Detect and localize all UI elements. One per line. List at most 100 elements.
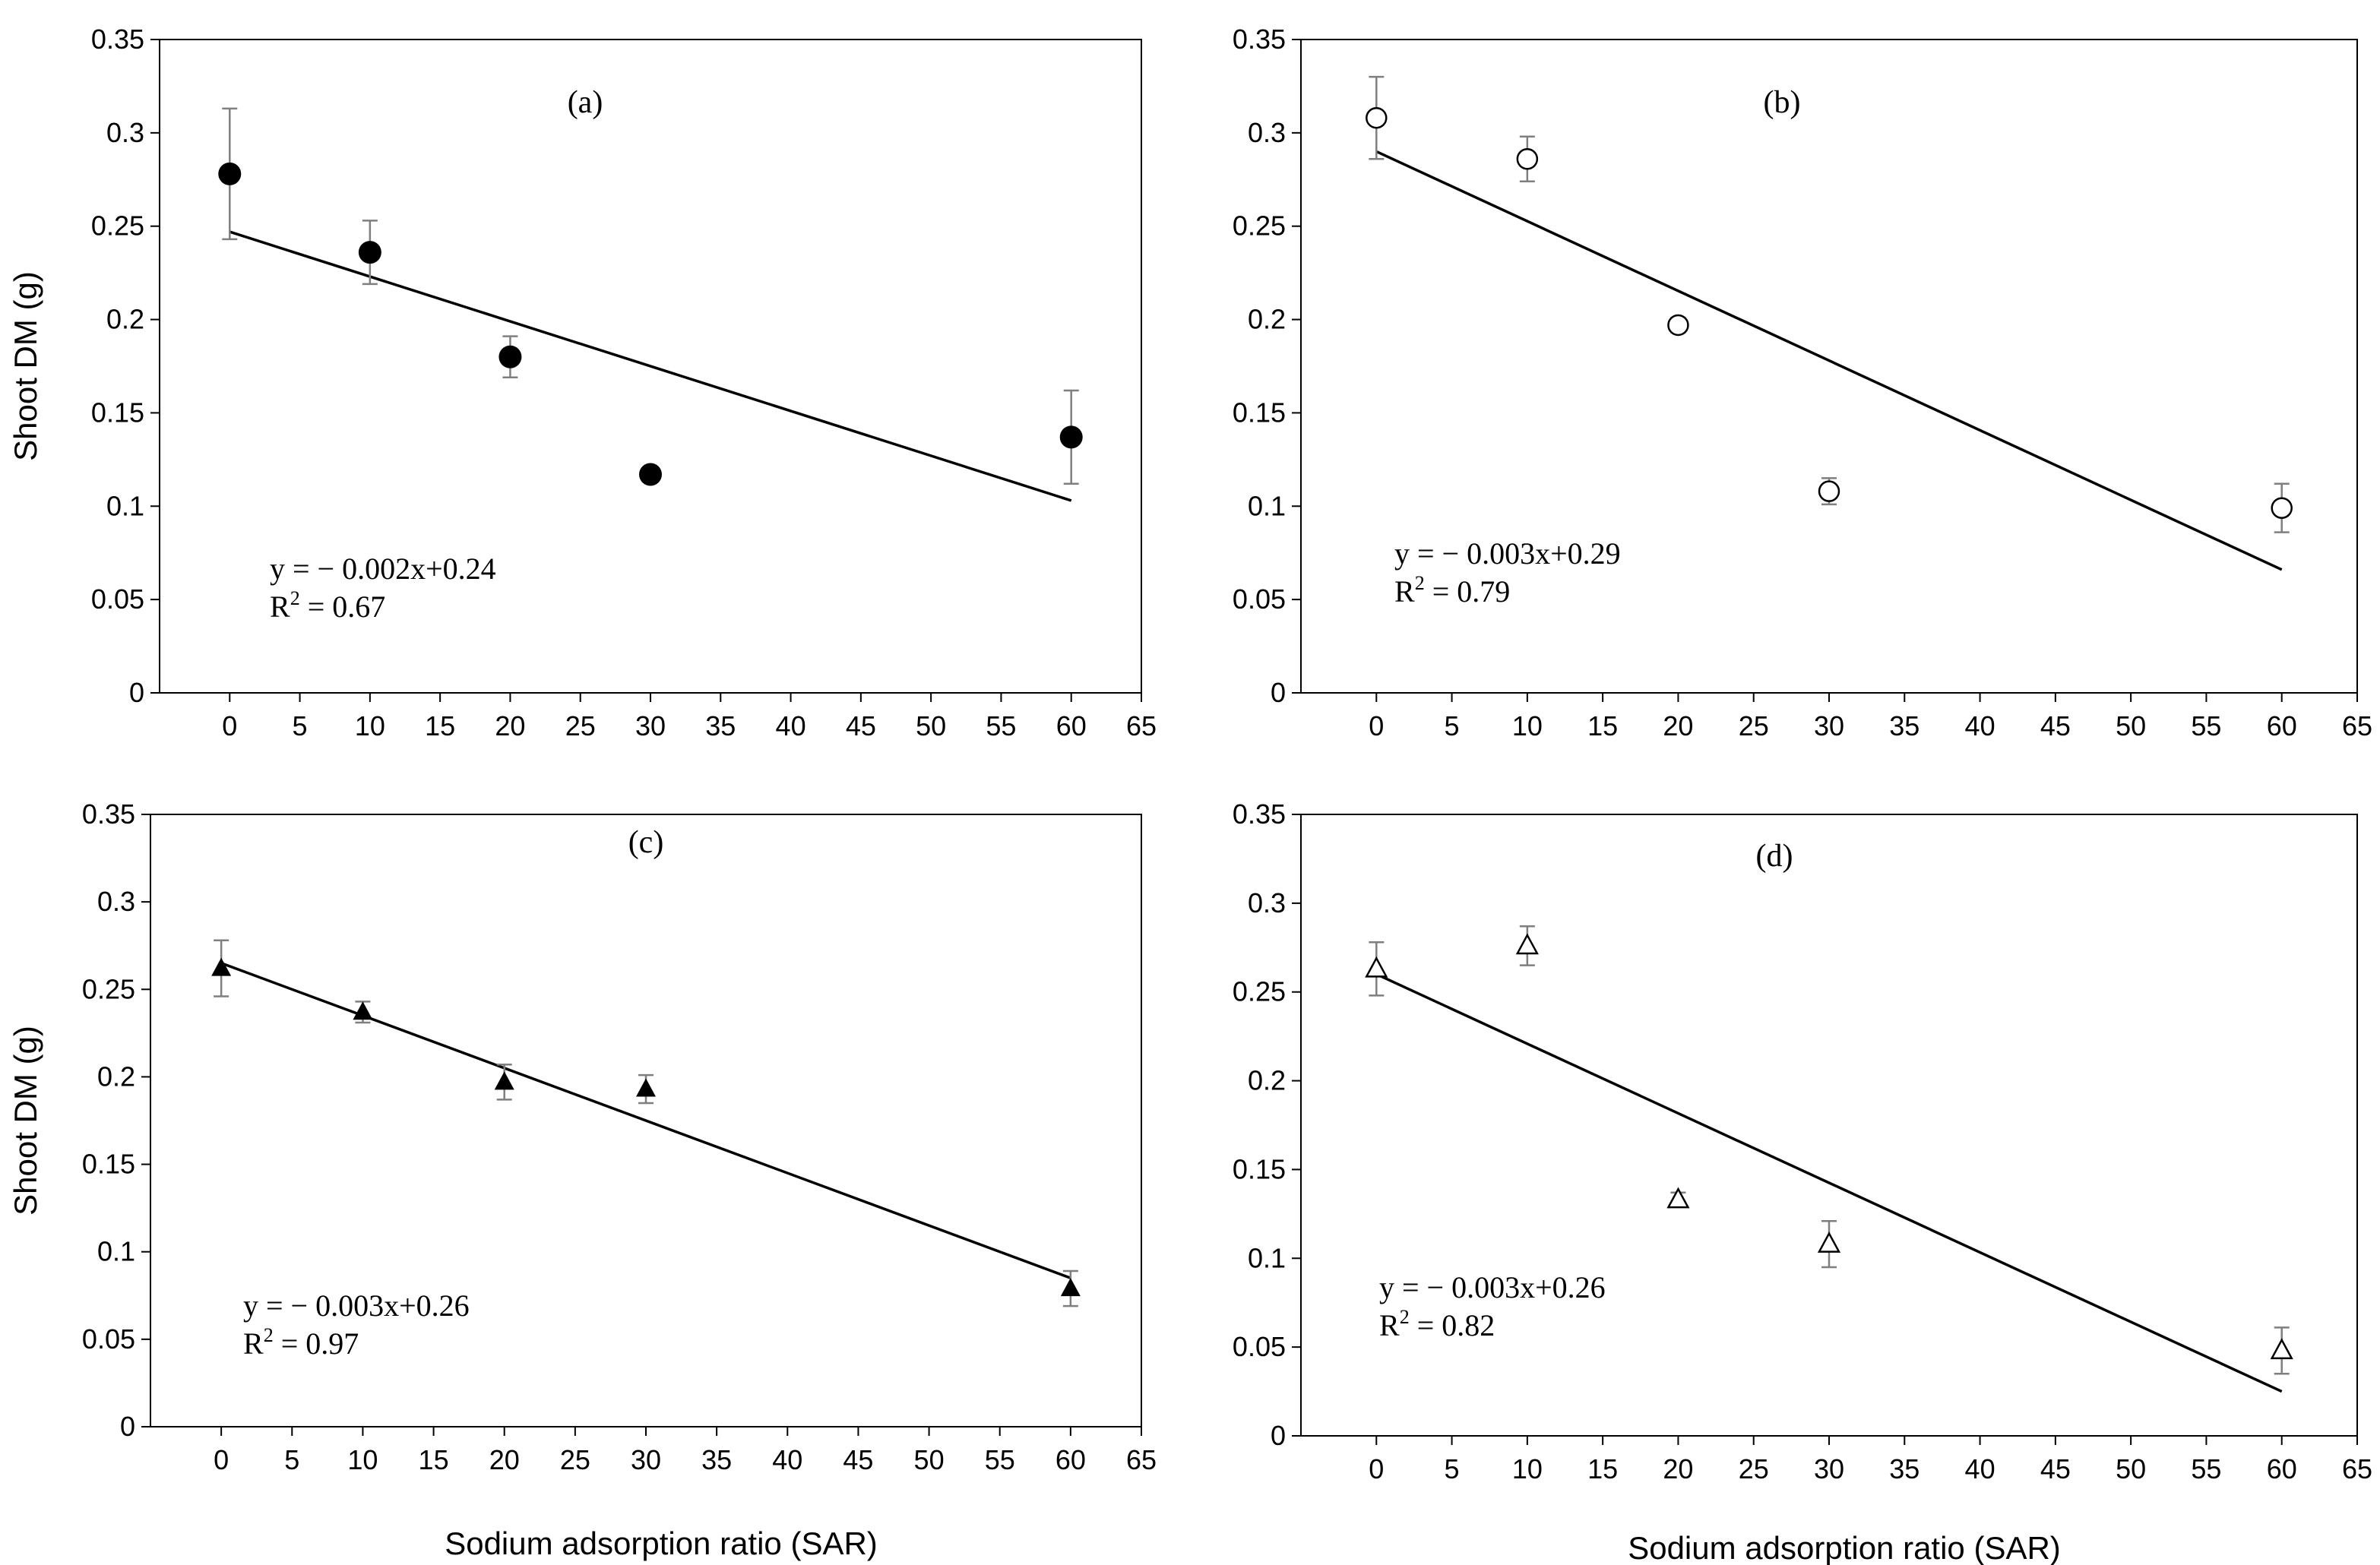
chart-panel-c: 0 0.05 0.1 0.15 0.2 0.25 0.3 0.35 0 5 10 15 20 25 30 35… bbox=[8, 798, 1157, 1561]
r-squared: R2 = 0.79 bbox=[1394, 572, 1510, 609]
chart-panel-d: 0 0.05 0.1 0.15 0.2 0.25 0.3 0.35 0 5 10 15 20 25 30 35… bbox=[1233, 798, 2372, 1565]
data-point bbox=[1366, 106, 1388, 129]
x-tick-label: 0 bbox=[222, 710, 237, 741]
x-tick-label: 50 bbox=[2116, 1453, 2146, 1484]
x-tick-label: 30 bbox=[635, 710, 666, 741]
data-point bbox=[494, 1071, 514, 1090]
regression-equation: y = − 0.003x+0.29 bbox=[1394, 536, 1621, 571]
x-tick-label: 20 bbox=[1663, 710, 1693, 741]
data-point bbox=[2271, 497, 2293, 519]
x-tick-label: 40 bbox=[772, 1444, 802, 1475]
data-point bbox=[1817, 1231, 1841, 1253]
r-squared-prefix: R bbox=[1394, 574, 1415, 609]
x-tick-label: 50 bbox=[916, 710, 946, 741]
y-tick-label: 0.15 bbox=[82, 1149, 135, 1180]
x-tick-label: 35 bbox=[701, 1444, 732, 1475]
data-point bbox=[639, 463, 662, 486]
y-tick-label: 0.1 bbox=[97, 1236, 135, 1267]
x-tick-label: 30 bbox=[1814, 710, 1844, 741]
y-tick-label: 0.35 bbox=[1233, 798, 1286, 830]
x-tick-label: 45 bbox=[843, 1444, 873, 1475]
x-tick-label: 60 bbox=[1055, 1444, 1086, 1475]
r-squared: R2 = 0.67 bbox=[270, 587, 385, 624]
y-tick-label: 0.15 bbox=[1233, 1153, 1286, 1184]
r-squared-prefix: R bbox=[243, 1326, 264, 1361]
x-tick-label: 60 bbox=[1056, 710, 1087, 741]
x-tick-label: 0 bbox=[1369, 1453, 1384, 1484]
y-axis-title: Shoot DM (g) bbox=[8, 271, 43, 461]
x-tick-label: 60 bbox=[2267, 710, 2297, 741]
x-tick-label: 20 bbox=[495, 710, 525, 741]
y-tick-label: 0 bbox=[1271, 1420, 1286, 1451]
y-axis-title: Shoot DM (g) bbox=[8, 1026, 43, 1216]
data-point bbox=[1365, 956, 1388, 978]
panel-label: (a) bbox=[568, 85, 603, 120]
x-tick-label: 35 bbox=[1889, 1453, 1920, 1484]
x-tick-label: 55 bbox=[985, 1444, 1015, 1475]
y-tick-label: 0.15 bbox=[91, 397, 144, 428]
y-tick-label: 0.3 bbox=[1248, 887, 1286, 918]
data-point bbox=[353, 1001, 373, 1020]
panel-label: (d) bbox=[1756, 839, 1793, 874]
x-tick-label: 35 bbox=[1889, 710, 1920, 741]
x-tick-label: 65 bbox=[2342, 710, 2372, 741]
y-tick-label: 0 bbox=[129, 677, 144, 708]
y-tick-label: 0.2 bbox=[106, 304, 144, 335]
x-tick-label: 20 bbox=[489, 1444, 520, 1475]
x-tick-label: 5 bbox=[1445, 1453, 1460, 1484]
y-tick-label: 0.2 bbox=[1248, 1065, 1286, 1096]
x-tick-label: 50 bbox=[914, 1444, 945, 1475]
r-squared-superscript: 2 bbox=[1400, 1306, 1410, 1328]
r-squared-superscript: 2 bbox=[1415, 572, 1425, 594]
x-tick-label: 65 bbox=[1126, 1444, 1157, 1475]
r-squared-prefix: R bbox=[1379, 1308, 1400, 1342]
r-squared-value: = 0.82 bbox=[1410, 1308, 1495, 1342]
r-squared: R2 = 0.82 bbox=[1379, 1306, 1495, 1342]
y-tick-label: 0.25 bbox=[91, 210, 144, 242]
y-tick-label: 0.2 bbox=[1248, 304, 1286, 335]
x-tick-label: 45 bbox=[2040, 1453, 2071, 1484]
trend-line bbox=[1375, 972, 2283, 1393]
x-tick-label: 35 bbox=[705, 710, 736, 741]
x-tick-label: 45 bbox=[2040, 710, 2071, 741]
x-tick-label: 15 bbox=[1587, 1453, 1618, 1484]
data-point bbox=[211, 957, 232, 976]
data-point bbox=[2270, 1338, 2293, 1360]
chart-panel-a: 0 0.05 0.1 0.15 0.2 0.25 0.3 0.35 0 5 10 15 20 25 30 35… bbox=[8, 24, 1157, 741]
y-tick-label: 0.05 bbox=[1233, 583, 1286, 615]
x-tick-label: 25 bbox=[565, 710, 596, 741]
r-squared-superscript: 2 bbox=[264, 1324, 274, 1346]
y-tick-label: 0.25 bbox=[82, 973, 135, 1004]
x-tick-label: 55 bbox=[986, 710, 1016, 741]
x-tick-label: 10 bbox=[347, 1444, 378, 1475]
x-tick-label: 30 bbox=[631, 1444, 661, 1475]
y-tick-label: 0.1 bbox=[1248, 490, 1286, 521]
trend-line bbox=[220, 962, 1071, 1279]
x-axis-title: Sodium adsorption ratio (SAR) bbox=[445, 1525, 878, 1561]
x-tick-label: 5 bbox=[284, 1444, 299, 1475]
data-point bbox=[218, 162, 242, 185]
x-tick-label: 45 bbox=[846, 710, 876, 741]
r-squared-value: = 0.79 bbox=[1425, 574, 1511, 609]
x-tick-label: 40 bbox=[1965, 1453, 1995, 1484]
x-tick-label: 65 bbox=[2342, 1453, 2372, 1484]
y-tick-label: 0.3 bbox=[1248, 117, 1286, 148]
x-tick-label: 15 bbox=[419, 1444, 449, 1475]
x-tick-label: 25 bbox=[560, 1444, 590, 1475]
data-point bbox=[1666, 1187, 1690, 1209]
y-tick-label: 0.35 bbox=[82, 798, 135, 830]
y-tick-label: 0 bbox=[120, 1411, 135, 1442]
x-tick-label: 5 bbox=[293, 710, 308, 741]
x-tick-label: 25 bbox=[1739, 1453, 1769, 1484]
x-axis-title: Sodium adsorption ratio (SAR) bbox=[1628, 1530, 2061, 1565]
y-tick-label: 0.3 bbox=[106, 117, 144, 148]
data-point bbox=[1515, 933, 1539, 955]
r-squared-superscript: 2 bbox=[290, 587, 300, 609]
x-tick-label: 10 bbox=[1512, 710, 1543, 741]
data-point bbox=[1059, 425, 1083, 449]
x-tick-label: 50 bbox=[2116, 710, 2146, 741]
y-tick-label: 0.1 bbox=[1248, 1242, 1286, 1273]
